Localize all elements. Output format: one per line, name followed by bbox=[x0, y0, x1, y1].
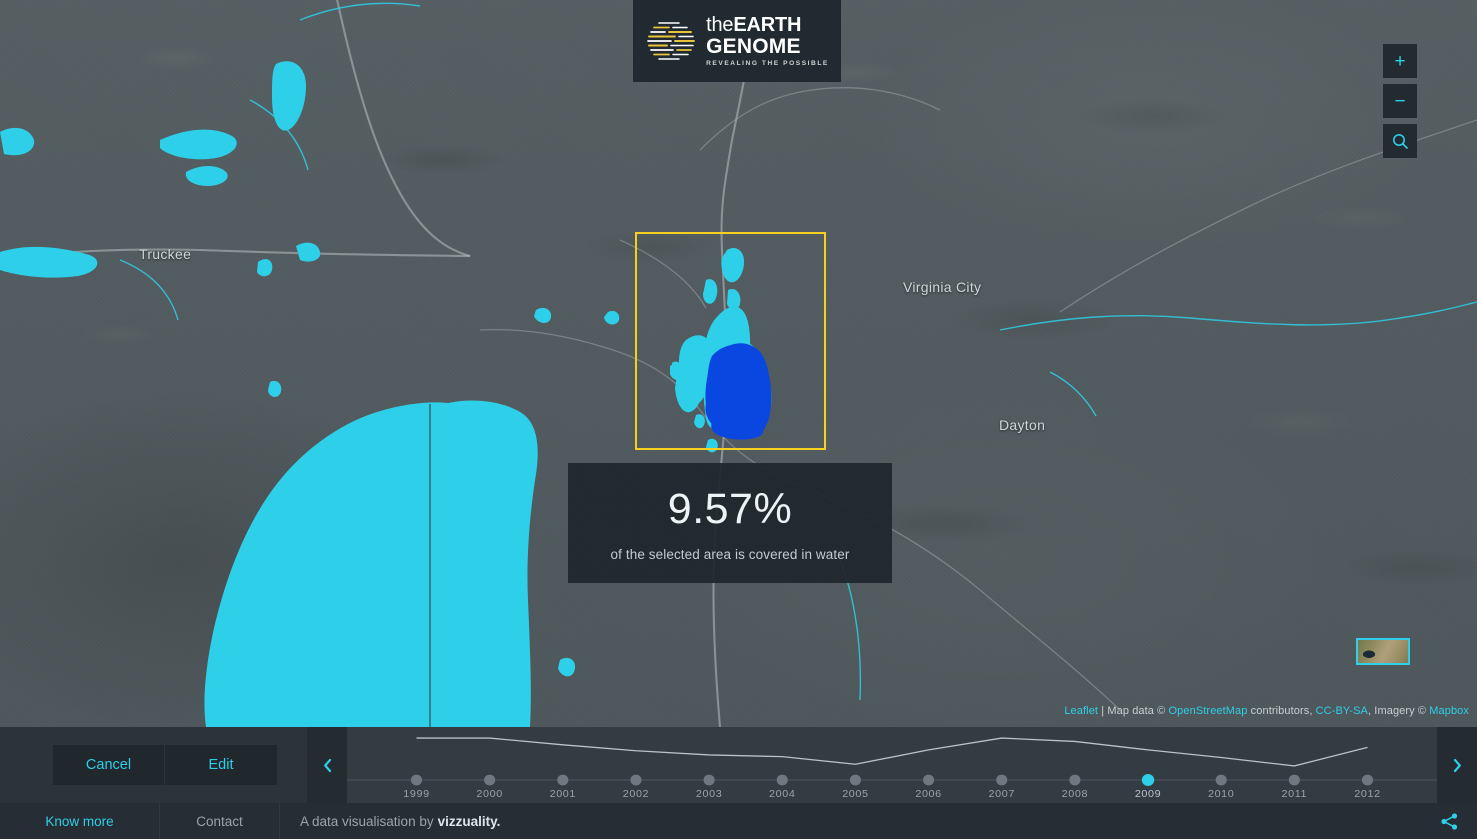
timeline-dot-2012[interactable] bbox=[1361, 774, 1374, 786]
timeline-dot-2009[interactable] bbox=[1141, 774, 1155, 786]
logo-earth: EARTH bbox=[733, 13, 802, 36]
openstreetmap-link[interactable]: OpenStreetMap bbox=[1168, 705, 1248, 717]
timeline-year-2012[interactable]: 2012 bbox=[1354, 788, 1380, 800]
zoom-out-button[interactable]: − bbox=[1383, 84, 1417, 118]
share-button[interactable] bbox=[1421, 803, 1477, 839]
timeline-next-button[interactable] bbox=[1437, 727, 1477, 803]
logo-wordmark: theEARTH GENOME REVEALING THE POSSIBLE bbox=[706, 15, 829, 68]
timeline-prev-button[interactable] bbox=[307, 727, 347, 803]
timeline-dot-2007[interactable] bbox=[996, 774, 1008, 786]
timeline-year-2005[interactable]: 2005 bbox=[842, 788, 868, 800]
edit-button[interactable]: Edit bbox=[165, 745, 277, 785]
timeline-dot-2001[interactable] bbox=[557, 774, 569, 786]
search-button[interactable] bbox=[1383, 124, 1417, 158]
timeline-dot-2000[interactable] bbox=[484, 774, 496, 786]
chevron-left-icon bbox=[323, 758, 331, 772]
zoom-in-button[interactable]: + bbox=[1383, 44, 1417, 78]
timeline-series-line bbox=[416, 737, 1368, 767]
timeline-year-2010[interactable]: 2010 bbox=[1208, 788, 1234, 800]
timeline-chart: 1999 2000 2001 2002 2003 2004 2005 2006 2007 2008… bbox=[347, 737, 1437, 800]
timeline-year-1999[interactable]: 1999 bbox=[403, 788, 429, 800]
timeline-year-2002[interactable]: 2002 bbox=[623, 788, 649, 800]
credit-prefix: A data visualisation by bbox=[300, 813, 434, 829]
chevron-right-icon bbox=[1453, 758, 1461, 772]
timeline-year-2007[interactable]: 2007 bbox=[989, 788, 1015, 800]
map-canvas[interactable]: Truckee Virginia City Dayton bbox=[0, 0, 1477, 727]
coverage-percentage: 9.57% bbox=[667, 484, 793, 533]
attribution-sep-2: contributors, bbox=[1247, 705, 1316, 717]
search-icon bbox=[1392, 133, 1408, 149]
timeline-year-2008[interactable]: 2008 bbox=[1062, 788, 1088, 800]
timeline-dot-2004[interactable] bbox=[776, 774, 788, 786]
site-logo[interactable]: theEARTH GENOME REVEALING THE POSSIBLE bbox=[633, 0, 841, 82]
share-icon bbox=[1440, 812, 1457, 830]
timeline-dot-2010[interactable] bbox=[1215, 774, 1227, 786]
plus-icon: + bbox=[1394, 50, 1406, 72]
timeline-track[interactable]: 1999 2000 2001 2002 2003 2004 2005 2006 2007 2008… bbox=[347, 727, 1437, 803]
timeline-dot-2003[interactable] bbox=[703, 774, 715, 786]
mapbox-link[interactable]: Mapbox bbox=[1429, 705, 1469, 717]
map-attribution: Leaflet | Map data © OpenStreetMap contr… bbox=[1064, 705, 1469, 717]
timeline-dot-1999[interactable] bbox=[410, 774, 423, 786]
timeline-year-2004[interactable]: 2004 bbox=[769, 788, 795, 800]
timeline-year-2003[interactable]: 2003 bbox=[696, 788, 722, 800]
timeline-year-2011[interactable]: 2011 bbox=[1282, 788, 1308, 800]
selection-actions: Cancel Edit bbox=[0, 727, 307, 803]
know-more-link[interactable]: Know more bbox=[0, 803, 160, 839]
site-footer: Know more Contact A data visualisation b… bbox=[0, 803, 1477, 839]
timeline-dot-2008[interactable] bbox=[1069, 774, 1081, 786]
timeline-year-2001[interactable]: 2001 bbox=[550, 788, 576, 800]
contact-link[interactable]: Contact bbox=[160, 803, 280, 839]
credit-text: A data visualisation by vizzuality. bbox=[280, 803, 1421, 839]
coverage-caption: of the selected area is covered in water bbox=[610, 546, 850, 562]
timeline-bar: Cancel Edit 1999 2000 2001 2002 2003 2004 2005… bbox=[0, 727, 1477, 803]
minus-icon: − bbox=[1394, 90, 1406, 112]
attribution-sep-1: | Map data © bbox=[1098, 705, 1169, 717]
globe-stripes-icon bbox=[647, 22, 696, 60]
logo-the: the bbox=[706, 13, 734, 36]
logo-tagline: REVEALING THE POSSIBLE bbox=[706, 59, 829, 67]
map-vector-layer bbox=[0, 0, 1477, 727]
timeline-dot-2005[interactable] bbox=[849, 774, 861, 786]
timeline-year-2000[interactable]: 2000 bbox=[476, 788, 502, 800]
leaflet-link[interactable]: Leaflet bbox=[1064, 705, 1099, 717]
logo-genome: GENOME bbox=[706, 34, 801, 58]
timeline-dot-2011[interactable] bbox=[1288, 774, 1300, 786]
license-link[interactable]: CC-BY-SA bbox=[1315, 705, 1368, 717]
basemap-switcher-thumbnail[interactable] bbox=[1356, 638, 1410, 665]
timeline-dot-2006[interactable] bbox=[923, 774, 935, 786]
map-controls: + − bbox=[1383, 44, 1417, 158]
credit-brand[interactable]: vizzuality. bbox=[437, 813, 501, 829]
timeline-dot-2002[interactable] bbox=[630, 774, 642, 786]
timeline-year-2009[interactable]: 2009 bbox=[1135, 788, 1161, 800]
water-coverage-panel: 9.57% of the selected area is covered in… bbox=[568, 463, 892, 583]
cancel-button[interactable]: Cancel bbox=[53, 745, 165, 785]
timeline-year-2006[interactable]: 2006 bbox=[915, 788, 941, 800]
attribution-sep-3: , Imagery © bbox=[1368, 705, 1430, 717]
